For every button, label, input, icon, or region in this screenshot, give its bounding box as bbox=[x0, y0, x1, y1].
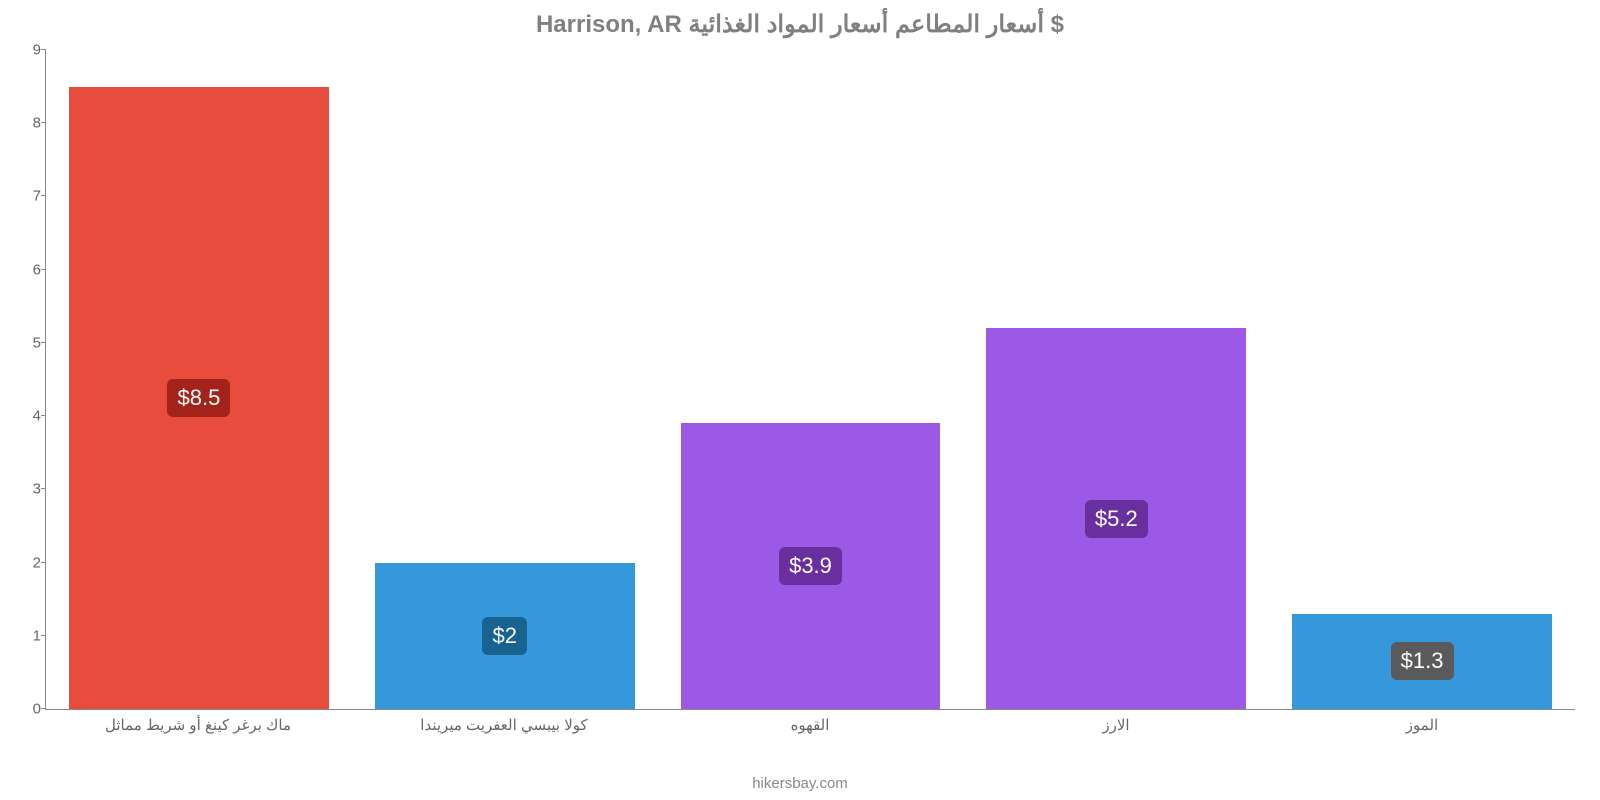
x-axis-labels: ماك برغر كينغ أو شريط مماثلكولا بيبسي ال… bbox=[45, 710, 1575, 740]
y-tick-label: 9 bbox=[16, 42, 41, 59]
x-axis-label: الارز bbox=[963, 710, 1269, 740]
x-axis-label: الموز bbox=[1269, 710, 1575, 740]
y-tick-label: 8 bbox=[16, 115, 41, 132]
x-axis-label: كولا بيبسي العفريت ميريندا bbox=[351, 710, 657, 740]
bar-slot: $2 bbox=[352, 50, 658, 709]
bar-value-label: $1.3 bbox=[1391, 642, 1454, 680]
x-axis-label: القهوه bbox=[657, 710, 963, 740]
bar: $3.9 bbox=[681, 423, 941, 709]
y-tick-label: 0 bbox=[16, 701, 41, 718]
bar-value-label: $2 bbox=[482, 617, 526, 655]
y-tick-label: 1 bbox=[16, 627, 41, 644]
bar-slot: $8.5 bbox=[46, 50, 352, 709]
footer-credit: hikersbay.com bbox=[0, 775, 1600, 792]
bar-value-label: $8.5 bbox=[167, 379, 230, 417]
bar-slot: $3.9 bbox=[658, 50, 964, 709]
y-tick-label: 6 bbox=[16, 261, 41, 278]
y-tick-label: 4 bbox=[16, 408, 41, 425]
y-tick-label: 7 bbox=[16, 188, 41, 205]
y-tick-label: 2 bbox=[16, 554, 41, 571]
bar: $5.2 bbox=[986, 328, 1246, 709]
plot-area: 0123456789$8.5$2$3.9$5.2$1.3 bbox=[45, 50, 1575, 710]
bars-row: $8.5 $2 $3.9 $5.2 $1.3 bbox=[46, 50, 1575, 709]
y-tick-label: 3 bbox=[16, 481, 41, 498]
y-tick-label: 5 bbox=[16, 334, 41, 351]
x-axis-label: ماك برغر كينغ أو شريط مماثل bbox=[45, 710, 351, 740]
chart-container: 0123456789$8.5$2$3.9$5.2$1.3 ماك برغر كي… bbox=[40, 50, 1580, 740]
bar-slot: $5.2 bbox=[963, 50, 1269, 709]
bar-value-label: $5.2 bbox=[1085, 500, 1148, 538]
bar: $1.3 bbox=[1292, 614, 1552, 709]
chart-title: Harrison, AR أسعار المطاعم أسعار المواد … bbox=[0, 0, 1600, 47]
bar: $8.5 bbox=[69, 87, 329, 709]
bar: $2 bbox=[375, 563, 635, 709]
bar-value-label: $3.9 bbox=[779, 547, 842, 585]
bar-slot: $1.3 bbox=[1269, 50, 1575, 709]
